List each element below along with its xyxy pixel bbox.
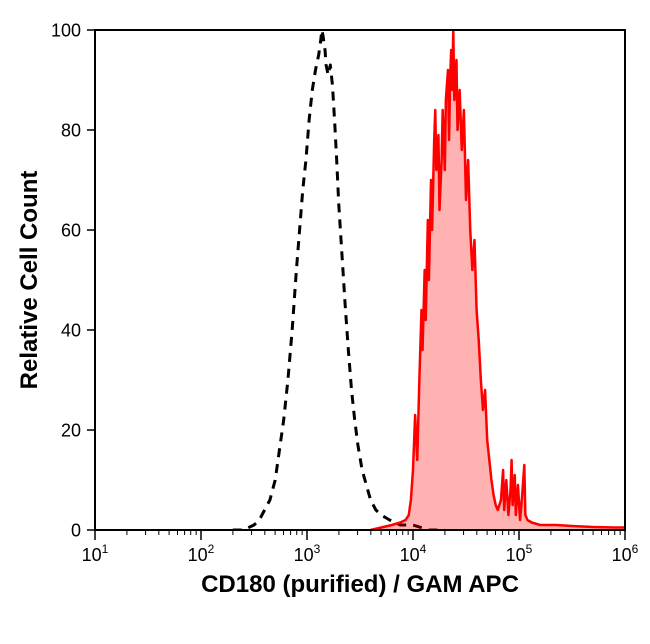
y-tick-label: 0: [71, 520, 81, 540]
flow-cytometry-histogram: 101102103104105106020406080100CD180 (pur…: [0, 0, 650, 644]
chart-svg: 101102103104105106020406080100CD180 (pur…: [0, 0, 650, 644]
y-tick-label: 60: [61, 220, 81, 240]
y-tick-label: 100: [51, 20, 81, 40]
y-tick-label: 80: [61, 120, 81, 140]
y-tick-label: 40: [61, 320, 81, 340]
x-axis-label: CD180 (purified) / GAM APC: [201, 571, 519, 598]
y-axis-label: Relative Cell Count: [16, 171, 43, 390]
y-tick-label: 20: [61, 420, 81, 440]
